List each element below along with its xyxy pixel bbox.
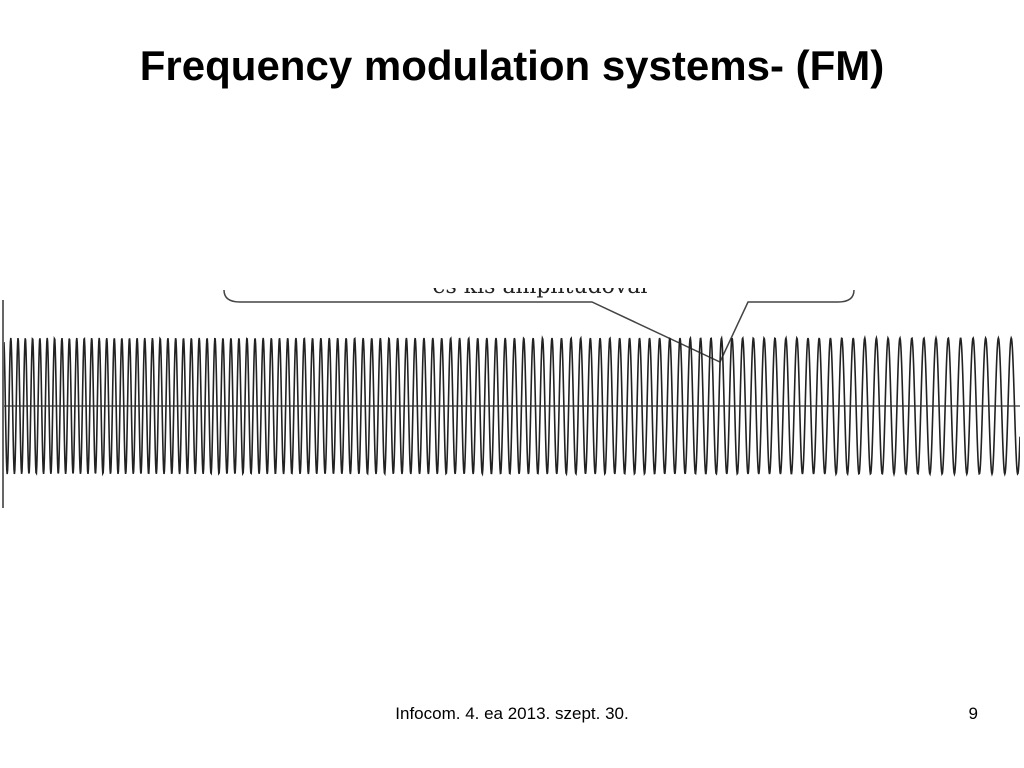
callout-bubble	[223, 289, 855, 363]
slide-footer: Infocom. 4. ea 2013. szept. 30.	[395, 704, 629, 723]
page-number: 9	[968, 704, 978, 723]
fm-waveform	[4, 334, 1020, 478]
slide-title: Frequency modulation systems- (FM)	[139, 42, 885, 89]
callout-text: és kis amplitúdóval	[432, 274, 647, 299]
